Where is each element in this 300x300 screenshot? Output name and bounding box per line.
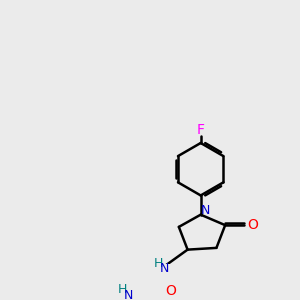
Text: O: O	[248, 218, 259, 232]
Text: F: F	[197, 123, 205, 137]
Text: N: N	[200, 204, 210, 217]
Text: H: H	[117, 283, 127, 296]
Text: N: N	[160, 262, 170, 275]
Text: H: H	[154, 257, 164, 270]
Text: N: N	[124, 290, 133, 300]
Text: O: O	[166, 284, 176, 298]
